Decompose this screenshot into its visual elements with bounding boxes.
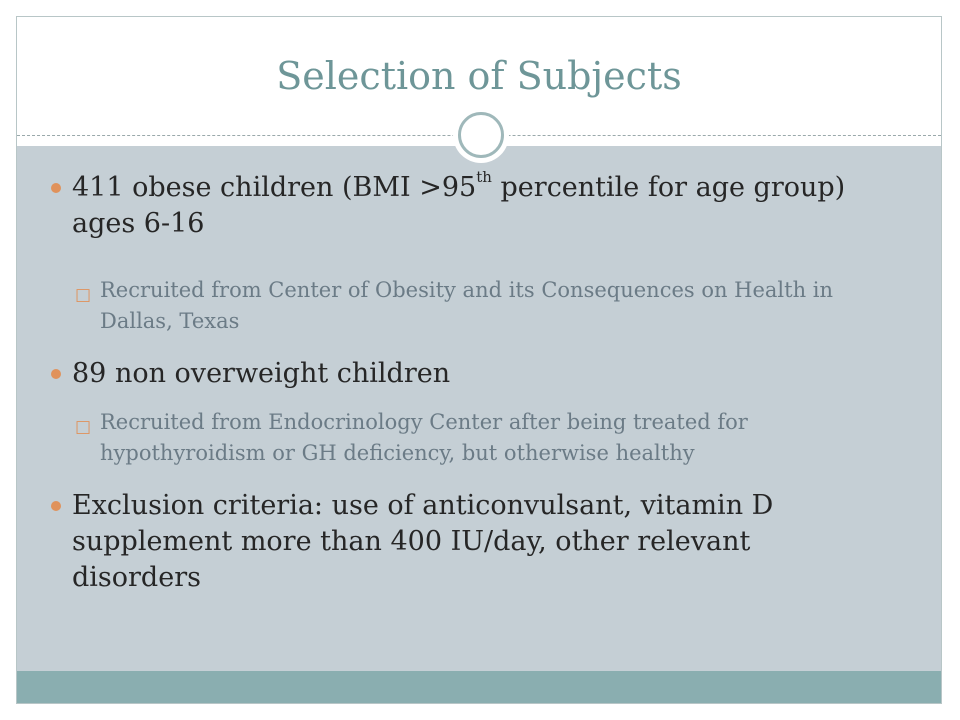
- sub-bullet-square-icon: □: [75, 417, 92, 437]
- bullet-dot-icon: [51, 501, 61, 511]
- footer-band: [17, 671, 941, 703]
- sub-bullet-square-icon: □: [75, 285, 92, 305]
- bullet-item-obese-children: 411 obese children (BMI >95th percentile…: [51, 168, 872, 242]
- sub-bullet-item-recruited-obesity: □ Recruited from Center of Obesity and i…: [75, 275, 890, 337]
- sub-bullet-item-recruited-endocrinology: □ Recruited from Endocrinology Center af…: [75, 407, 890, 469]
- sub-bullet-text: Recruited from Endocrinology Center afte…: [100, 410, 748, 465]
- bullet-item-exclusion-criteria: Exclusion criteria: use of anticonvulsan…: [51, 488, 872, 596]
- slide: Selection of Subjects 411 obese children…: [16, 16, 942, 704]
- bullet-text: 89 non overweight children: [72, 358, 451, 389]
- sub-bullet-text: Recruited from Center of Obesity and its…: [100, 278, 834, 333]
- superscript: th: [476, 168, 492, 186]
- bullet-item-non-overweight: 89 non overweight children: [51, 356, 872, 392]
- content-area: 411 obese children (BMI >95th percentile…: [17, 146, 941, 671]
- bullet-dot-icon: [51, 183, 61, 193]
- decorative-ring-icon: [453, 107, 509, 163]
- bullet-text: Exclusion criteria: use of anticonvulsan…: [72, 490, 774, 593]
- ring-inner: [458, 112, 504, 158]
- bullet-text: 411 obese children (BMI >95th percentile…: [72, 168, 846, 240]
- bullet-dot-icon: [51, 369, 61, 379]
- slide-title: Selection of Subjects: [276, 54, 682, 98]
